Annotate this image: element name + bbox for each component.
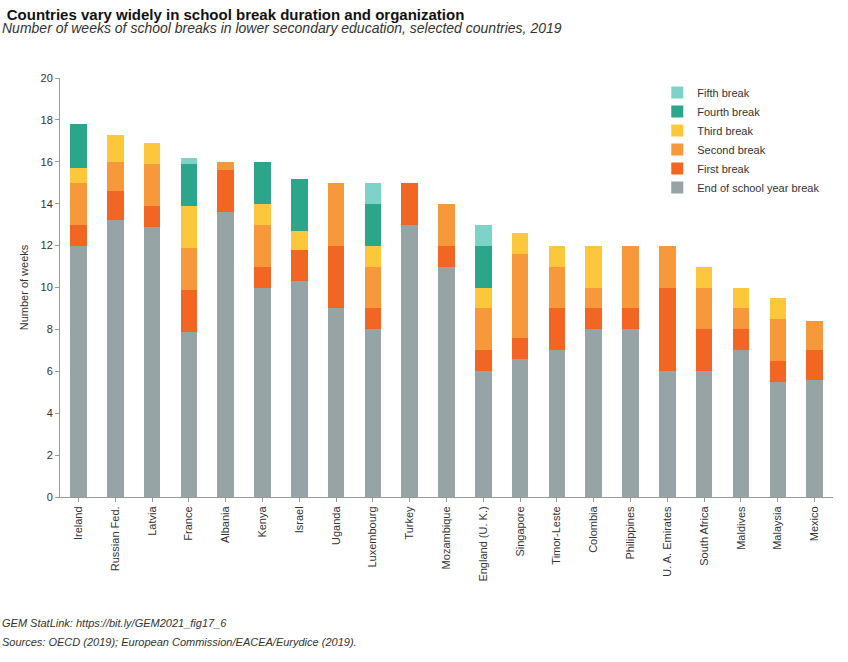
svg-text:GEM StatLink: https://bit.ly/G: GEM StatLink: https://bit.ly/GEM2021_fig… [2,617,227,629]
svg-text:Russian Fed.: Russian Fed. [109,506,121,571]
svg-text:Second break: Second break [697,144,765,156]
svg-text:12: 12 [41,239,53,251]
svg-text:France: France [182,506,194,540]
svg-text:Maldives: Maldives [735,506,747,550]
svg-text:Fifth break: Fifth break [697,87,749,99]
svg-text:Albania: Albania [219,506,231,544]
svg-text:Colombia: Colombia [587,506,599,553]
svg-text:10: 10 [41,281,53,293]
svg-text:Latvia: Latvia [146,506,158,536]
svg-text:Israel: Israel [293,506,305,533]
svg-text:14: 14 [41,198,53,210]
svg-text:England (U. K.): England (U. K.) [477,506,489,581]
svg-text:Sources: OECD (2019); European: Sources: OECD (2019); European Commissio… [2,636,357,648]
svg-text:8: 8 [47,323,53,335]
svg-text:Luxembourg: Luxembourg [366,506,378,567]
svg-text:18: 18 [41,114,53,126]
svg-text:South Africa: South Africa [698,506,710,566]
svg-text:20: 20 [41,72,53,84]
svg-text:Uganda: Uganda [330,506,342,545]
svg-text:U. A. Emirates: U. A. Emirates [661,506,673,577]
svg-text:4: 4 [47,407,53,419]
svg-text:Philippines: Philippines [624,506,636,560]
svg-text:Timor-Leste: Timor-Leste [551,506,563,564]
svg-text:First break: First break [697,163,749,175]
svg-text:Singapore: Singapore [514,506,526,556]
svg-text:Mozambique: Mozambique [440,506,452,569]
svg-text:Ireland: Ireland [72,506,84,540]
svg-text:Mexico: Mexico [808,506,820,541]
svg-text:Turkey: Turkey [403,506,415,540]
svg-text:Malaysia: Malaysia [771,506,783,550]
svg-text:Kenya: Kenya [256,506,268,538]
svg-text:Number of weeks of school brea: Number of weeks of school breaks in lowe… [2,20,562,36]
svg-text:Number of weeks: Number of weeks [18,244,30,330]
svg-text:Countries vary widely in schoo: Countries vary widely in school break du… [7,6,465,23]
svg-text:End of school year break: End of school year break [697,182,819,194]
svg-text:0: 0 [47,491,53,503]
svg-text:Fourth break: Fourth break [697,106,760,118]
svg-text:16: 16 [41,156,53,168]
svg-text:2: 2 [47,449,53,461]
svg-text:6: 6 [47,365,53,377]
svg-text:Third break: Third break [697,125,753,137]
